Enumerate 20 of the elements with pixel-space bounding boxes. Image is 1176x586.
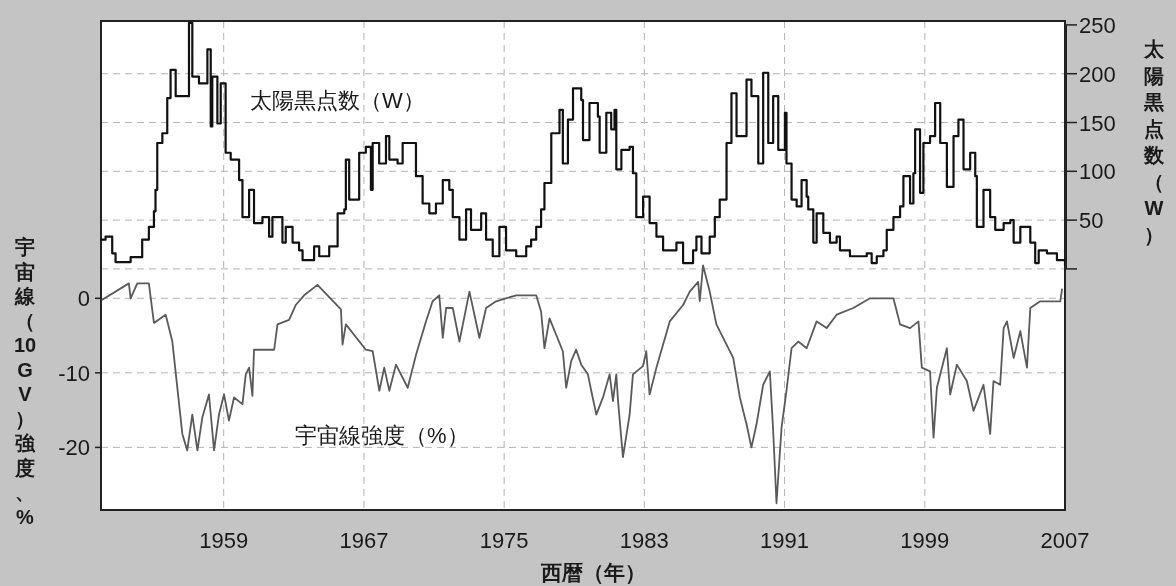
y2-tick-label: 100 [1079, 159, 1116, 185]
y-tick-label: -20 [58, 435, 90, 461]
x-tick-label: 2007 [1040, 528, 1090, 553]
y2-tick-label: 250 [1079, 12, 1116, 38]
y-tick-label: -10 [58, 360, 90, 386]
x-tick-label: 1959 [199, 528, 249, 553]
y2-tick-label: 200 [1079, 61, 1116, 87]
x-tick-label: 1975 [479, 528, 529, 553]
x-tick-label: 1967 [339, 528, 389, 553]
series-label: 太陽黒点数（W） [250, 88, 425, 113]
x-axis-title: 西暦（年） [539, 561, 646, 584]
text: 宇宙線強度（%） [295, 423, 469, 448]
y2-tick-label: 50 [1079, 208, 1104, 234]
text: 宇宙線（10GV）強度、% [13, 236, 37, 528]
x-tick-label: 1983 [619, 528, 669, 553]
y2-axis-title: 太陽黒点数（W） [1143, 38, 1165, 246]
y-tick-label: 0 [77, 286, 90, 312]
x-tick-label: 1991 [760, 528, 810, 553]
x-tick-label: 1999 [900, 528, 950, 553]
y2-tick-label: 150 [1079, 110, 1116, 136]
